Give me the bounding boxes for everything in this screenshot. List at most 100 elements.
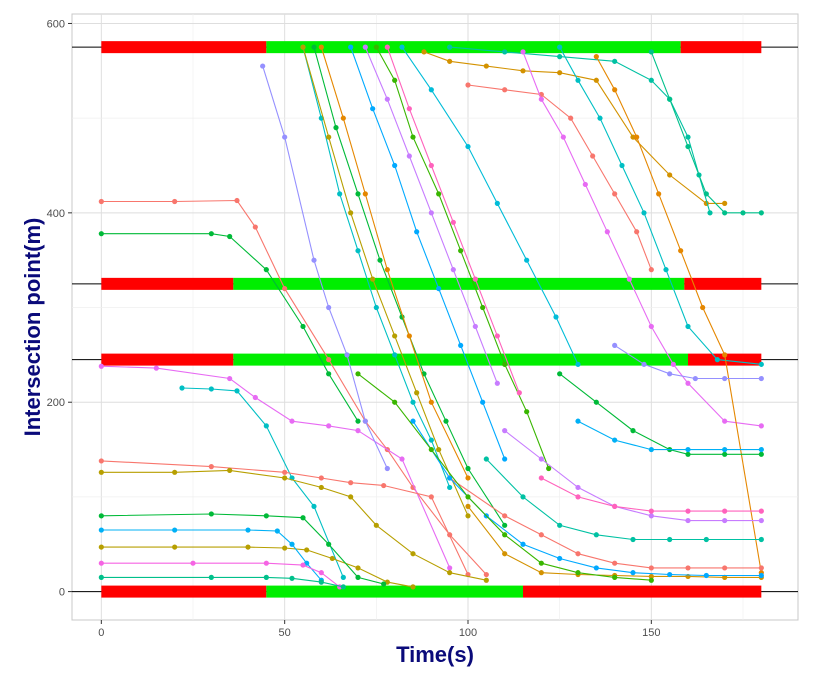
trajectory-point [263,267,269,273]
trajectory-point [384,96,390,102]
trajectory-line [101,576,344,588]
trajectory-point [410,584,416,590]
trajectory-point [373,304,379,311]
trajectory-point [612,560,618,566]
trajectory-line [101,460,469,575]
trajectory-point [410,134,416,140]
trajectory-point [245,544,251,550]
trajectory-point [252,394,258,401]
trajectory-point [300,323,306,330]
x-axis-title: Time(s) [396,642,474,667]
trajectory-point [520,68,526,74]
trajectory-point [483,456,489,462]
trajectory-point [648,573,654,580]
trajectory-point [678,248,684,254]
trajectory-point [667,96,673,102]
trajectory-point [348,210,354,216]
trajectory-point [381,482,387,489]
trajectory-27 [648,49,764,216]
trajectory-point [447,570,453,576]
trajectory-point [392,162,398,169]
trajectory-point [524,257,530,263]
trajectory-point [428,87,434,93]
trajectory-point [557,44,563,50]
trajectory-point [373,44,379,50]
trajectory-point [337,191,343,197]
trajectory-point [626,276,632,282]
trajectory-point [410,551,416,557]
trajectory-point [648,508,654,514]
trajectory-point [458,342,464,349]
trajectory-point [355,191,361,197]
trajectory-line [595,56,762,573]
trajectory-point [612,87,618,93]
trajectory-point [370,276,376,282]
trajectory-point [208,511,214,517]
trajectory-point [538,570,544,576]
trajectory-4 [98,544,416,590]
trajectory-point [670,361,676,367]
signal-phase-red [101,41,267,54]
trajectory-point [612,574,618,580]
trajectory-point [318,570,324,576]
trajectory-point [538,532,544,538]
trajectory-point [656,191,662,197]
trajectory-31 [447,475,764,571]
trajectory-point [722,517,728,524]
signal-phase-red [684,277,762,290]
trajectory-point [722,565,728,571]
trajectory-point [326,134,332,140]
trajectory-point [282,475,288,481]
trajectory-point [384,44,390,50]
trajectory-point [447,484,453,491]
trajectory-point [575,570,581,576]
trajectory-point [465,494,471,500]
trajectory-point [348,44,354,50]
trajectory-30 [575,418,764,453]
trajectory-point [502,522,508,528]
trajectory-point [685,565,691,571]
trajectory-34 [538,475,764,514]
trajectory-point [703,572,709,579]
trajectory-point [428,494,434,500]
trajectory-point [355,371,361,377]
trajectory-point [502,513,508,519]
trajectory-point [447,475,453,481]
trajectory-point [410,418,416,424]
trajectory-point [406,153,412,159]
trajectory-point [340,115,346,121]
trajectory-point [392,333,398,339]
x-tick-label: 150 [642,627,660,639]
trajectory-point [227,233,233,240]
trajectory-point [392,352,398,358]
trajectory-point [263,423,269,429]
trajectory-point [630,428,636,434]
trajectory-point [179,385,185,391]
trajectory-point [274,528,280,534]
trajectory-point [667,172,673,178]
trajectory-point [98,363,104,369]
trajectory-point [340,574,346,580]
trajectory-point [304,547,310,553]
trajectory-point [384,267,390,273]
y-tick-label: 600 [47,18,65,30]
trajectory-point [502,87,508,93]
trajectory-point [630,134,636,140]
trajectory-point [329,555,335,562]
trajectory-point [289,418,295,424]
trajectory-23 [465,82,654,273]
trajectory-point [465,82,471,88]
trajectory-point [707,210,713,216]
trajectory-point [98,513,104,519]
trajectory-point [392,399,398,405]
trajectory-point [590,153,596,159]
trajectory-point [260,63,266,69]
signal-phase-green [266,585,523,598]
trajectory-24 [520,49,764,429]
trajectory-point [300,44,306,50]
trajectory-line [302,46,469,517]
trajectory-point [465,503,471,509]
trajectory-16 [348,44,508,462]
trajectory-point [758,572,764,579]
trajectory-point [362,191,368,197]
